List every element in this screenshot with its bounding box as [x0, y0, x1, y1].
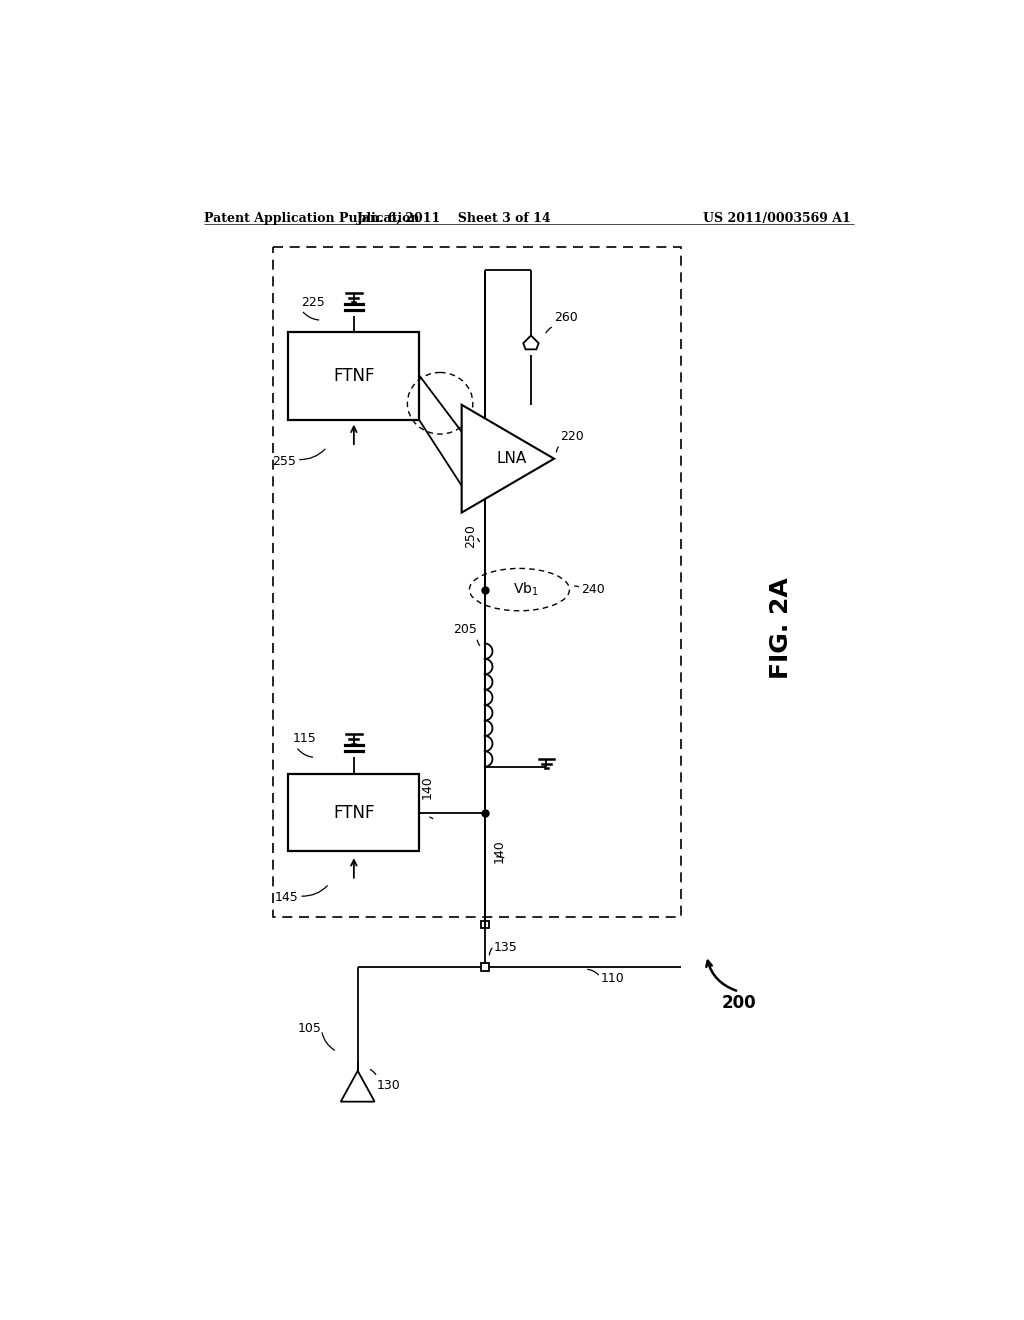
Text: 205: 205 [454, 623, 477, 636]
Text: 250: 250 [464, 524, 477, 548]
Text: 260: 260 [554, 312, 578, 323]
Text: 140: 140 [421, 775, 434, 799]
Text: FIG. 2A: FIG. 2A [769, 577, 794, 678]
Bar [289, 331, 419, 420]
Text: 220: 220 [560, 430, 584, 444]
Text: FTNF: FTNF [333, 367, 375, 385]
Text: 130: 130 [377, 1078, 400, 1092]
Text: FTNF: FTNF [333, 804, 375, 822]
Bar [481, 921, 488, 928]
Text: 225: 225 [301, 296, 326, 309]
Text: 110: 110 [600, 972, 624, 985]
Text: 240: 240 [581, 583, 605, 597]
Bar [481, 964, 488, 970]
Text: 140: 140 [493, 840, 506, 863]
Text: Patent Application Publication: Patent Application Publication [204, 213, 419, 226]
Text: 115: 115 [292, 733, 316, 744]
Text: Jan. 6, 2011    Sheet 3 of 14: Jan. 6, 2011 Sheet 3 of 14 [356, 213, 551, 226]
Text: 200: 200 [722, 994, 756, 1012]
Polygon shape [462, 405, 554, 512]
Text: US 2011/0003569 A1: US 2011/0003569 A1 [702, 213, 851, 226]
Text: LNA: LNA [497, 451, 526, 466]
Text: 255: 255 [272, 454, 296, 467]
Text: 135: 135 [494, 941, 518, 954]
Text: Vb$_1$: Vb$_1$ [513, 581, 539, 598]
Bar [273, 247, 681, 917]
Bar [289, 775, 419, 851]
Text: 105: 105 [298, 1022, 322, 1035]
Text: 145: 145 [274, 891, 298, 904]
